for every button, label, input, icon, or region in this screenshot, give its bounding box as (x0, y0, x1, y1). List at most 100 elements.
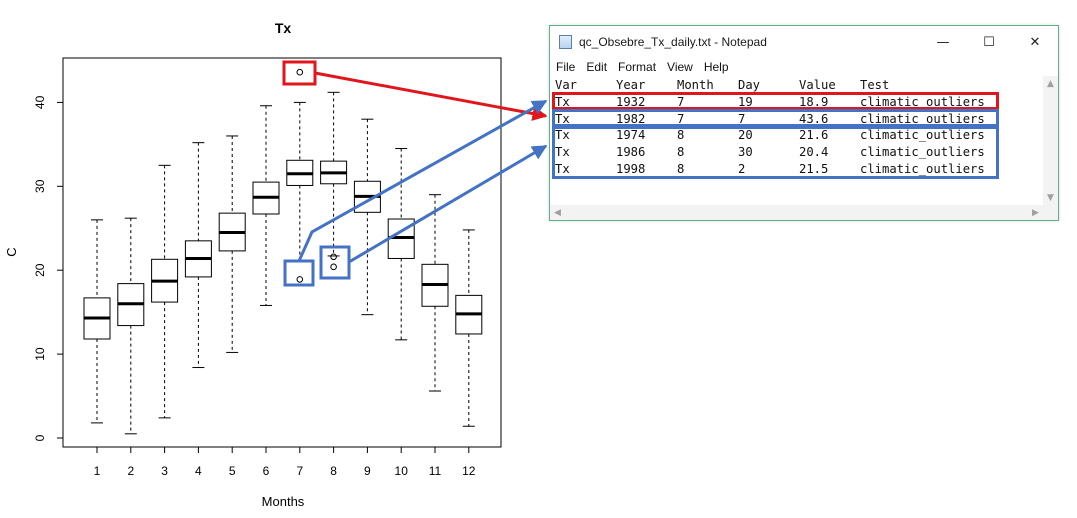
vertical-scrollbar[interactable]: ▲ ▼ (1043, 76, 1058, 205)
blue-arrow-2 (348, 144, 548, 264)
horizontal-scrollbar[interactable]: ◀ ▶ (550, 205, 1043, 220)
text-row: Tx 1998 8 2 21.5 climatic_outliers (555, 161, 1045, 178)
text-row: Tx 1974 8 20 21.6 climatic_outliers (555, 127, 1045, 144)
box-month-8 (320, 91, 348, 257)
blue-highlight-rows-month-8 (552, 126, 999, 179)
box-month-2 (117, 217, 145, 435)
x-axis: 1 2 3 4 5 6 7 8 9 10 11 12 (94, 447, 476, 478)
cell-day: 30 (738, 145, 753, 160)
y-tick-label: 40 (33, 95, 47, 109)
cell-year: 1982 (616, 111, 646, 126)
text-row: Tx 1986 8 30 20.4 climatic_outliers (555, 144, 1045, 161)
box-month-7 (286, 101, 314, 262)
scroll-right-icon[interactable]: ▶ (1032, 207, 1039, 218)
maximize-icon[interactable]: ☐ (983, 34, 995, 50)
header-test: Test (860, 78, 890, 92)
x-tick-label: 7 (296, 464, 303, 478)
resize-grip-icon[interactable] (1043, 205, 1058, 220)
chart-title: Tx (275, 20, 292, 36)
notepad-editor[interactable]: Var Year Month Day Value Test Tx 1932 7 … (550, 76, 1058, 220)
cell-var: Tx (555, 145, 570, 160)
notepad-window: qc_Obsebre_Tx_daily.txt - Notepad — ☐ ✕ … (549, 25, 1059, 221)
scroll-down-icon[interactable]: ▼ (1047, 192, 1054, 203)
y-tick-label: 10 (33, 347, 47, 361)
cell-year: 1932 (616, 94, 646, 109)
header-year: Year (616, 78, 646, 92)
outlier-point (330, 263, 337, 271)
cell-test: climatic_outliers (860, 94, 985, 109)
y-tick-label: 0 (33, 434, 47, 441)
x-tick-label: 10 (395, 464, 409, 478)
box-month-4 (184, 142, 212, 369)
x-tick-label: 12 (462, 464, 476, 478)
outlier-point (296, 68, 304, 76)
cell-year: 1998 (616, 161, 646, 176)
cell-var: Tx (555, 94, 570, 109)
outlier-point (330, 253, 337, 261)
window-controls: — ☐ ✕ (920, 26, 1058, 58)
cell-value: 21.5 (799, 161, 829, 176)
header-value: Value (799, 78, 836, 92)
notepad-app-icon (559, 35, 572, 49)
x-tick-label: 3 (161, 464, 168, 478)
box-month-12 (455, 229, 483, 427)
outliers-layer (296, 68, 337, 283)
cell-var: Tx (555, 161, 570, 176)
header-month: Month (677, 78, 714, 92)
x-tick-label: 2 (127, 464, 134, 478)
cell-test: climatic_outliers (860, 145, 985, 160)
menu-file[interactable]: File (556, 60, 576, 74)
menu-help[interactable]: Help (703, 60, 729, 74)
y-axis-label: C (4, 247, 19, 256)
cell-month: 8 (677, 161, 685, 176)
header-day: Day (738, 78, 761, 92)
outlier-point (296, 276, 304, 283)
cell-value: 21.6 (799, 128, 829, 143)
notepad-titlebar: qc_Obsebre_Tx_daily.txt - Notepad — ☐ ✕ (550, 26, 1058, 58)
x-axis-label: Months (262, 494, 305, 509)
y-tick-label: 20 (33, 263, 47, 277)
cell-year: 1986 (616, 145, 646, 160)
cell-test: climatic_outliers (860, 161, 985, 176)
cell-day: 7 (738, 111, 746, 126)
text-header-row: Var Year Month Day Value Test (555, 77, 1045, 94)
cell-month: 7 (677, 111, 685, 126)
boxes-layer (83, 91, 483, 435)
blue-arrow-1 (297, 99, 548, 262)
scroll-up-icon[interactable]: ▲ (1047, 78, 1054, 89)
cell-test: climatic_outliers (860, 111, 985, 126)
cell-day: 20 (738, 128, 753, 143)
cell-var: Tx (555, 111, 570, 126)
cell-value: 43.6 (799, 111, 829, 126)
close-icon[interactable]: ✕ (1029, 34, 1041, 50)
blue-highlight-outliers-month-8 (319, 245, 351, 280)
y-axis: 0 10 20 30 40 (33, 95, 63, 441)
cell-day: 2 (738, 161, 746, 176)
box-month-11 (421, 194, 449, 392)
x-tick-label: 1 (94, 464, 101, 478)
menu-view[interactable]: View (667, 60, 693, 74)
notepad-menubar: File Edit Format View Help (550, 58, 1058, 76)
notepad-text[interactable]: Var Year Month Day Value Test Tx 1932 7 … (555, 77, 1045, 205)
menu-format[interactable]: Format (618, 60, 657, 74)
menu-edit[interactable]: Edit (586, 60, 608, 74)
cell-value: 20.4 (799, 145, 829, 160)
cell-var: Tx (555, 128, 570, 143)
box-month-9 (353, 118, 381, 316)
cell-year: 1974 (616, 128, 646, 143)
x-tick-label: 4 (195, 464, 202, 478)
y-tick-label: 30 (33, 179, 47, 193)
notepad-title: qc_Obsebre_Tx_daily.txt - Notepad (579, 35, 767, 49)
red-arrow (314, 71, 548, 121)
box-month-6 (252, 105, 280, 306)
cell-month: 8 (677, 128, 685, 143)
x-tick-label: 11 (429, 464, 442, 478)
minimize-icon[interactable]: — (936, 34, 950, 50)
header-var: Var (555, 78, 578, 92)
cell-month: 8 (677, 145, 685, 160)
scroll-left-icon[interactable]: ◀ (554, 207, 561, 218)
x-tick-label: 5 (229, 464, 236, 478)
red-highlight-outlier-43-6 (282, 60, 317, 86)
cell-day: 19 (738, 94, 753, 109)
x-tick-label: 8 (330, 464, 337, 478)
